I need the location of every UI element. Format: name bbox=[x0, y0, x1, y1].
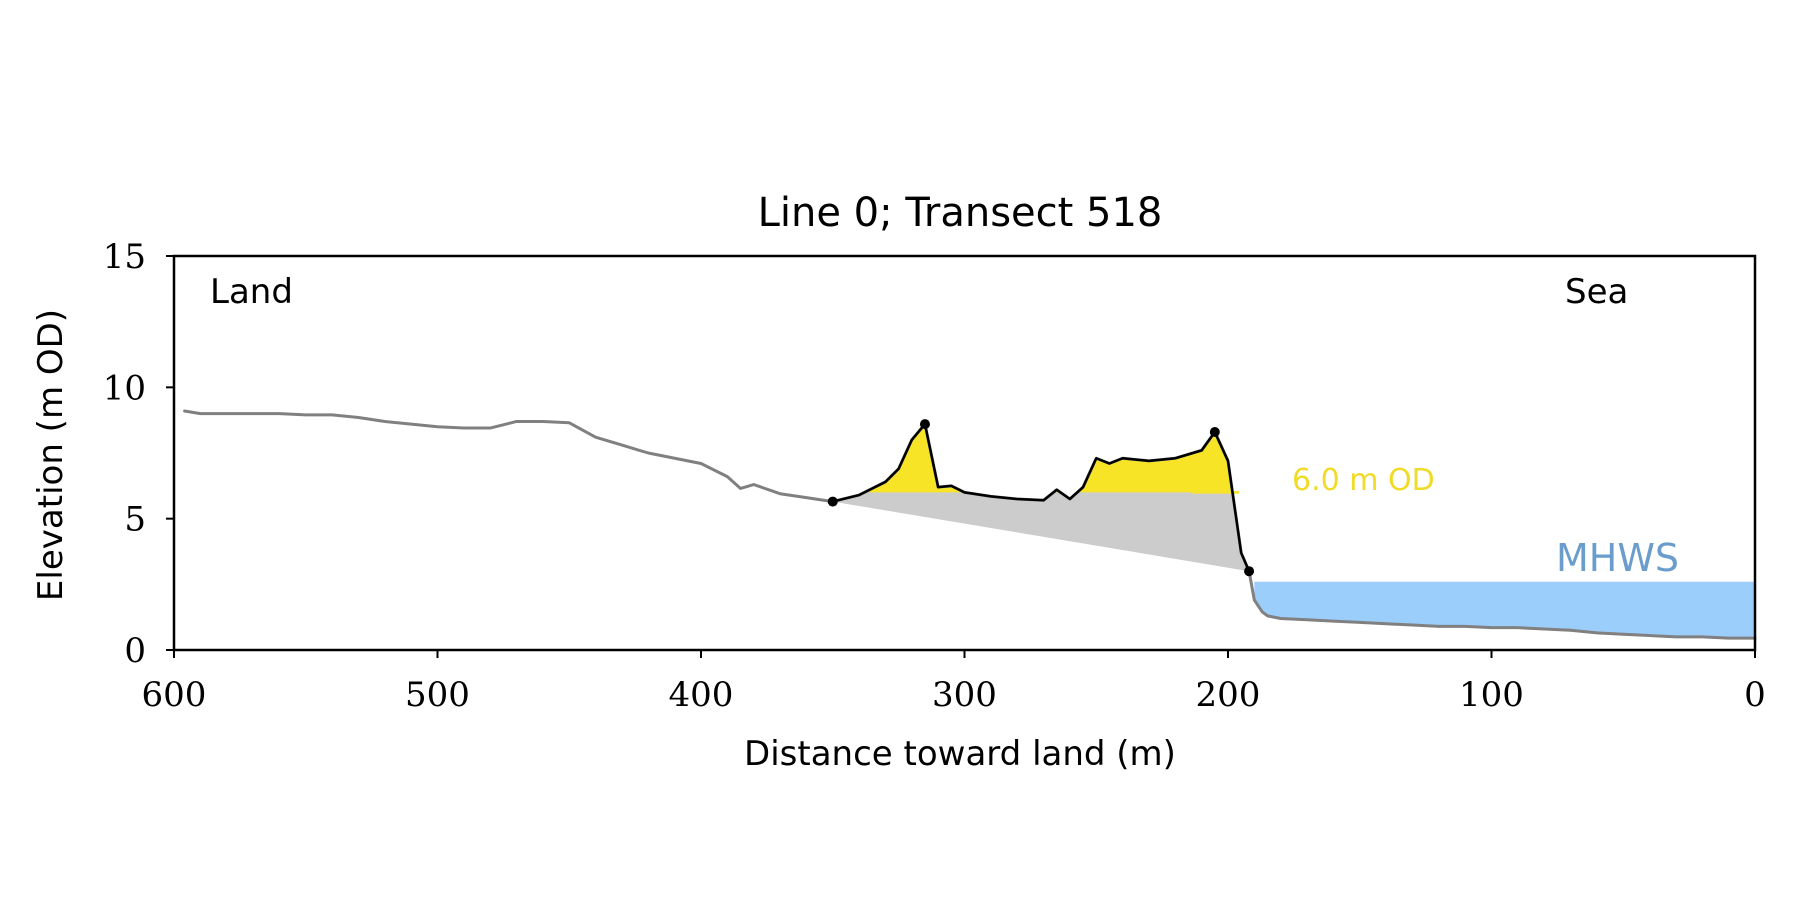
y-axis-label: Elevation (m OD) bbox=[31, 309, 71, 601]
y-tick-label: 10 bbox=[103, 368, 146, 408]
chart-title: Line 0; Transect 518 bbox=[758, 190, 1163, 236]
x-tick-label: 100 bbox=[1459, 675, 1524, 715]
axis-group: 600 500 400 300 200 100 0 0 5 10 15 bbox=[103, 237, 1766, 715]
x-tick-label: 200 bbox=[1196, 675, 1261, 715]
plot-markers bbox=[827, 419, 1255, 577]
dune-point-marker bbox=[827, 496, 838, 507]
dune-volume-area bbox=[832, 424, 1250, 572]
threshold-label: 6.0 m OD bbox=[1292, 463, 1435, 498]
x-tick-label: 0 bbox=[1744, 675, 1766, 715]
plot-underlay bbox=[832, 424, 1755, 639]
plot-lines bbox=[183, 409, 1757, 640]
x-tick-label: 400 bbox=[669, 675, 734, 715]
mhws-water-area bbox=[1254, 581, 1755, 639]
dune-point-marker bbox=[919, 419, 930, 430]
x-axis-label: Distance toward land (m) bbox=[744, 734, 1176, 774]
y-tick-label: 5 bbox=[124, 500, 146, 540]
x-tick-label: 300 bbox=[932, 675, 997, 715]
x-tick-label: 500 bbox=[405, 675, 470, 715]
dune-profile-line bbox=[831, 422, 1251, 573]
sea-label: Sea bbox=[1565, 272, 1628, 312]
x-tick-label: 600 bbox=[142, 675, 207, 715]
dune-point-marker bbox=[1209, 426, 1220, 437]
land-label: Land bbox=[210, 272, 293, 312]
y-tick-label: 0 bbox=[124, 631, 146, 671]
dune-point-marker bbox=[1244, 566, 1255, 577]
threshold-area bbox=[864, 424, 1233, 493]
y-tick-label: 15 bbox=[103, 237, 146, 277]
mhws-label: MHWS bbox=[1556, 536, 1679, 580]
